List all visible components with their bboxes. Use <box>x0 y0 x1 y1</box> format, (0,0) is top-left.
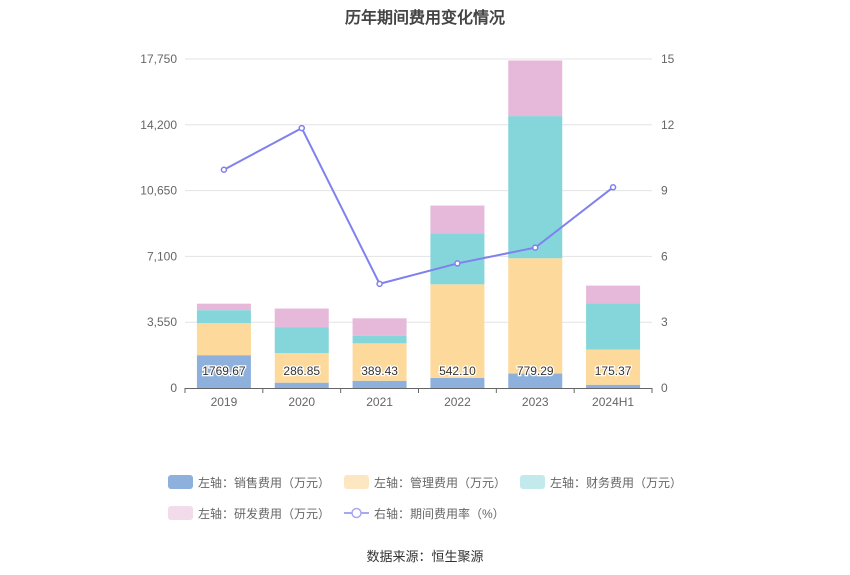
legend-label-management: 左轴：管理费用（万元） <box>374 475 507 490</box>
bar-segment-3 <box>586 285 641 304</box>
expense-rate-point <box>298 124 305 132</box>
expense-rate-point <box>376 280 383 288</box>
legend-swatch-management <box>344 475 370 489</box>
bar-data-label: 542.10 <box>439 364 476 378</box>
legend-label-sales: 左轴：销售费用（万元） <box>198 475 331 490</box>
left-axis-tick-label: 17,750 <box>140 52 177 66</box>
x-axis-tick-label: 2023 <box>522 395 549 409</box>
x-axis-tick-label: 2020 <box>288 395 315 409</box>
right-axis-tick-label: 15 <box>661 52 675 66</box>
legend-label-expense-rate: 右轴：期间费用率（%） <box>374 506 505 521</box>
right-axis-tick-label: 3 <box>661 315 668 329</box>
chart-title: 历年期间费用变化情况 <box>344 10 505 27</box>
bar-segment-1 <box>430 284 485 378</box>
legend-item-management[interactable]: 左轴：管理费用（万元） <box>344 474 506 491</box>
legend-item-rnd[interactable]: 左轴：研发费用（万元） <box>168 505 330 522</box>
bar-segment-3 <box>274 308 329 328</box>
bar-data-label: 286.85 <box>283 364 320 378</box>
legend-label-finance: 左轴：财务费用（万元） <box>550 475 683 490</box>
legend-swatch-rnd <box>168 506 193 520</box>
bar-segment-0 <box>352 380 407 388</box>
legend-item-expense-rate[interactable]: 右轴：期间费用率（%） <box>344 505 505 522</box>
left-axis-tick-label: 3,550 <box>147 315 177 329</box>
expense-rate-line <box>223 126 614 285</box>
bar-segment-1 <box>196 323 251 356</box>
legend-label-rnd: 左轴：研发费用（万元） <box>198 506 331 521</box>
expense-rate-point <box>220 166 228 174</box>
x-axis-tick-label: 2024H1 <box>592 395 634 409</box>
bar-segment-3 <box>352 318 407 336</box>
legend-swatch-sales <box>168 475 193 489</box>
legend-item-finance[interactable]: 左轴：财务费用（万元） <box>520 474 682 491</box>
bar-segment-1 <box>352 343 407 381</box>
bar-segment-3 <box>196 303 251 311</box>
bar-segment-2 <box>508 116 563 259</box>
right-axis-tick-label: 6 <box>661 249 668 263</box>
bar-segment-0 <box>430 377 485 388</box>
bar-segment-1 <box>586 349 641 385</box>
bar-segment-3 <box>508 60 563 117</box>
bar-segment-0 <box>274 382 329 388</box>
expense-rate-point <box>532 244 539 251</box>
chart-legend: 左轴：销售费用（万元） 左轴：管理费用（万元） 左轴：财务费用（万元） 左轴：研… <box>168 471 688 533</box>
bar-segment-0 <box>508 373 563 388</box>
expense-rate-point <box>609 184 617 191</box>
left-axis-tick-label: 14,200 <box>140 118 177 132</box>
right-axis-tick-label: 0 <box>661 381 668 395</box>
bar-segment-1 <box>508 258 563 374</box>
right-axis-tick-label: 9 <box>661 184 668 198</box>
bar-segment-1 <box>274 353 329 383</box>
left-axis-tick-label: 0 <box>170 381 177 395</box>
bar-data-label: 1769.67 <box>202 364 246 378</box>
bar-segment-2 <box>196 310 251 324</box>
bar-segment-2 <box>586 303 641 350</box>
x-axis-tick-label: 2019 <box>211 395 238 409</box>
bar-data-label: 389.43 <box>361 364 398 378</box>
left-axis-tick-label: 10,650 <box>140 184 177 198</box>
bar-segment-2 <box>274 327 329 354</box>
bar-segment-2 <box>352 335 407 344</box>
expense-rate-point <box>454 260 461 267</box>
legend-swatch-finance <box>520 475 546 489</box>
bar-segment-0 <box>586 384 641 388</box>
bar-segment-3 <box>430 205 485 234</box>
x-axis-tick-label: 2022 <box>444 395 471 409</box>
legend-line-icon <box>344 507 370 519</box>
right-axis-tick-label: 12 <box>661 118 675 132</box>
bar-data-label: 779.29 <box>517 364 554 378</box>
left-axis-tick-label: 7,100 <box>147 249 177 263</box>
bar-segment-0 <box>196 355 251 388</box>
x-axis-tick-label: 2021 <box>366 395 393 409</box>
source-note: 数据来源：恒生聚源 <box>366 549 484 564</box>
legend-item-sales[interactable]: 左轴：销售费用（万元） <box>168 474 330 491</box>
bar-data-label: 175.37 <box>595 364 632 378</box>
